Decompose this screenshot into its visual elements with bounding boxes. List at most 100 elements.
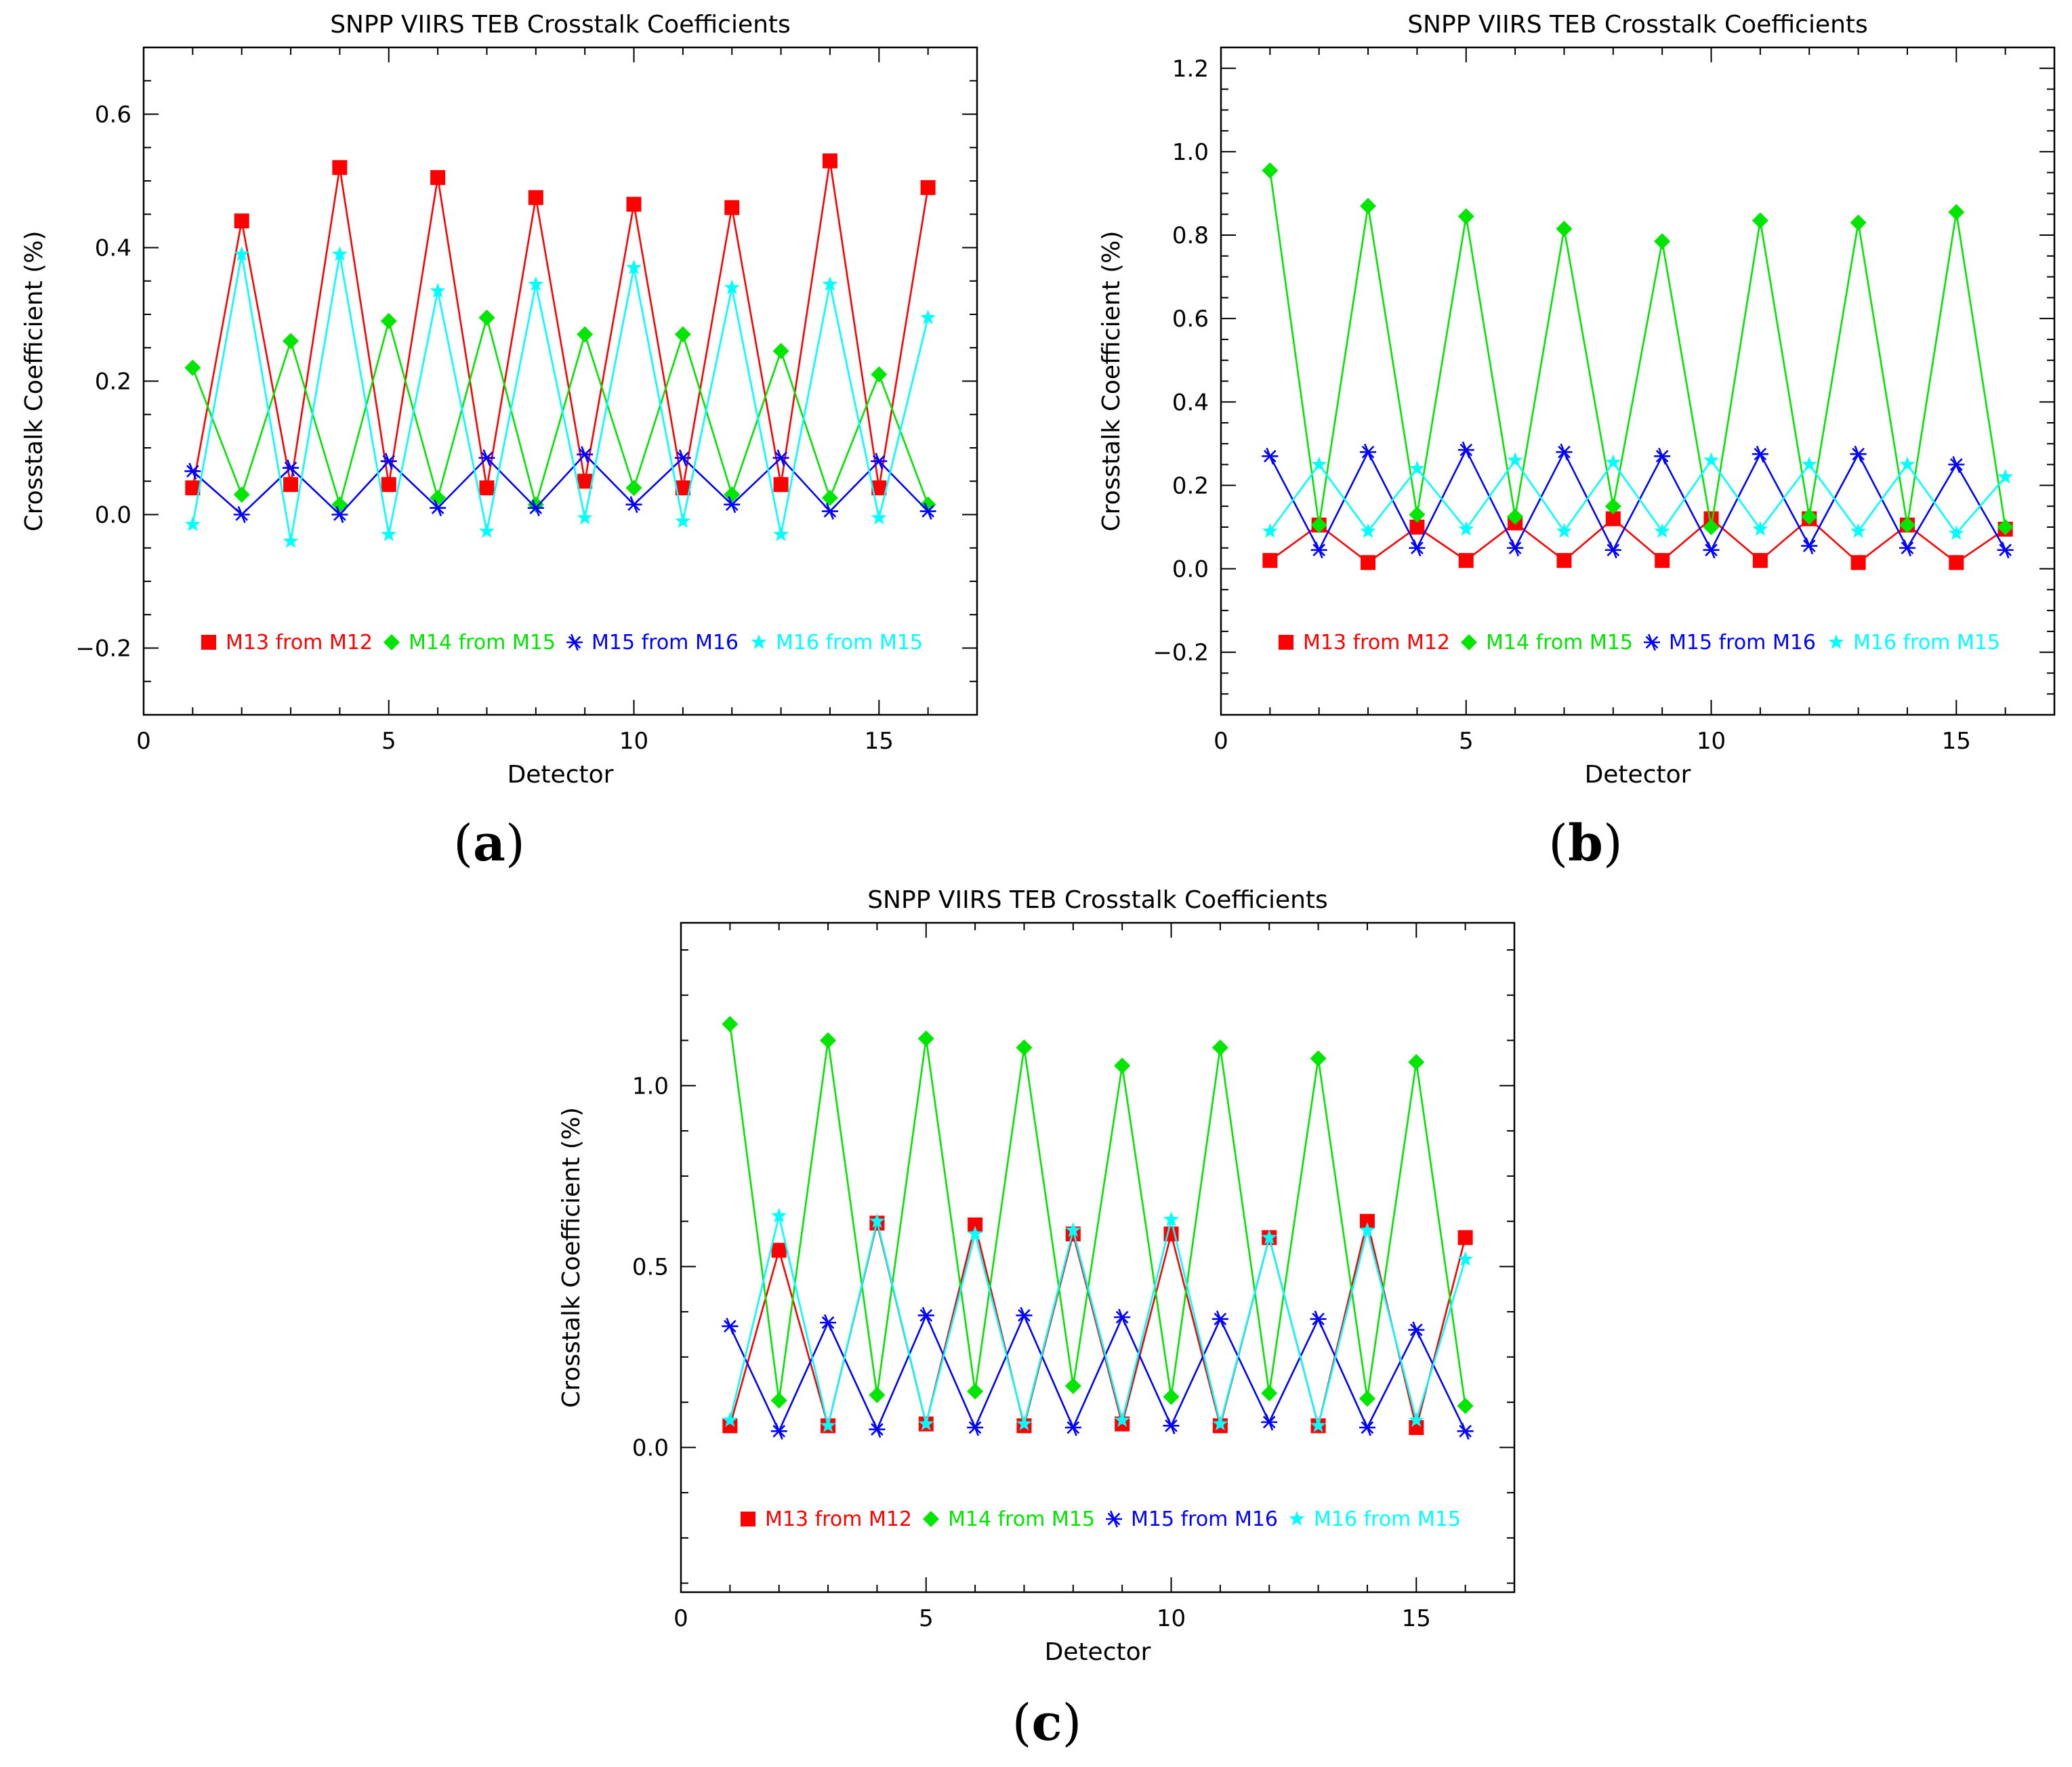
data-point bbox=[1262, 447, 1279, 465]
data-point bbox=[1948, 525, 1964, 540]
data-point bbox=[1065, 1222, 1081, 1237]
series-m16-from-m15 bbox=[1262, 452, 2014, 540]
x-tick-label: 0 bbox=[1214, 728, 1228, 755]
data-point bbox=[773, 477, 789, 493]
y-tick-label: 1.0 bbox=[1172, 139, 1209, 166]
legend-marker bbox=[923, 1511, 939, 1527]
data-point bbox=[871, 510, 887, 525]
data-point bbox=[1997, 518, 2014, 535]
series-line bbox=[192, 453, 929, 516]
data-point bbox=[184, 462, 201, 480]
legend-entry: M13 from M12 bbox=[1303, 631, 1450, 654]
y-tick-label: −0.2 bbox=[1153, 640, 1209, 667]
x-tick-label: 15 bbox=[1942, 728, 1971, 755]
legend-entry: M15 from M16 bbox=[1131, 1508, 1278, 1531]
data-point bbox=[1850, 445, 1867, 463]
data-point bbox=[1212, 1415, 1228, 1431]
data-point bbox=[1064, 1419, 1081, 1436]
legend-marker bbox=[1279, 635, 1293, 650]
data-point bbox=[1261, 1229, 1277, 1245]
data-point bbox=[1850, 523, 1866, 538]
data-point bbox=[184, 516, 201, 531]
y-tick-label: 0.0 bbox=[632, 1434, 669, 1461]
data-point bbox=[1507, 508, 1524, 525]
series-line bbox=[1269, 517, 2006, 564]
data-point bbox=[967, 1419, 984, 1436]
data-point bbox=[283, 459, 299, 477]
data-point bbox=[381, 477, 396, 493]
x-tick-label: 5 bbox=[1459, 728, 1474, 755]
data-point bbox=[1507, 452, 1523, 467]
data-point bbox=[1605, 454, 1621, 470]
data-point bbox=[1948, 456, 1965, 474]
data-point bbox=[1457, 1397, 1474, 1414]
series-line bbox=[729, 1313, 1466, 1434]
legend: M13 from M12 M14 from M15 M15 from M16 M16 … bbox=[1279, 631, 2000, 654]
data-point bbox=[1949, 555, 1964, 570]
y-tick-label: 1.0 bbox=[632, 1073, 669, 1100]
data-point bbox=[233, 506, 250, 523]
chart-panel-c: SNPP VIIRS TEB Crosstalk Coefficients 0 5 1… bbox=[558, 886, 1516, 1752]
data-point bbox=[722, 1412, 738, 1427]
data-point bbox=[1359, 1222, 1375, 1237]
data-point bbox=[1114, 1412, 1130, 1427]
y-tick-label: −0.2 bbox=[75, 636, 131, 663]
data-point bbox=[1556, 523, 1572, 538]
data-point bbox=[1360, 197, 1377, 214]
y-tick-label: 0.5 bbox=[632, 1253, 669, 1281]
y-tick-label: 0.8 bbox=[1172, 222, 1209, 249]
x-axis-label: Detector bbox=[1585, 761, 1691, 789]
data-point bbox=[1408, 1054, 1425, 1070]
data-point bbox=[919, 496, 936, 513]
data-point bbox=[1409, 506, 1426, 523]
data-point bbox=[1114, 1308, 1131, 1326]
data-point bbox=[380, 312, 397, 329]
series-m16-from-m15 bbox=[722, 1207, 1474, 1432]
data-point bbox=[625, 496, 642, 514]
legend-marker bbox=[1461, 634, 1477, 650]
data-point bbox=[1310, 541, 1327, 559]
data-point bbox=[820, 1417, 836, 1432]
data-point bbox=[479, 480, 495, 496]
chart-title: SNPP VIIRS TEB Crosstalk Coefficients bbox=[867, 886, 1328, 914]
data-point bbox=[871, 453, 888, 470]
data-point bbox=[577, 474, 593, 489]
data-point bbox=[527, 499, 544, 517]
x-tick-label: 10 bbox=[1697, 728, 1726, 755]
legend-marker bbox=[201, 635, 216, 650]
data-point bbox=[869, 1421, 886, 1438]
chart-panel-a: SNPP VIIRS TEB Crosstalk Coefficients 0 5 1… bbox=[20, 11, 978, 873]
data-point bbox=[1408, 1412, 1424, 1427]
y-tick-label: 0.2 bbox=[95, 369, 131, 396]
data-point bbox=[1408, 1321, 1425, 1339]
data-point bbox=[920, 180, 936, 195]
data-point bbox=[1458, 553, 1474, 568]
series-m15-from-m16 bbox=[184, 446, 936, 523]
legend: M13 from M12 M14 from M15 M15 from M16 M16 … bbox=[741, 1508, 1461, 1531]
data-point bbox=[917, 1306, 934, 1324]
x-tick-label: 15 bbox=[865, 728, 894, 755]
data-point bbox=[1655, 553, 1670, 568]
series-line bbox=[192, 254, 929, 542]
data-point bbox=[1752, 521, 1768, 536]
data-point bbox=[724, 486, 741, 503]
data-point bbox=[233, 486, 250, 503]
data-point bbox=[626, 196, 642, 212]
data-point bbox=[918, 1415, 934, 1431]
data-point bbox=[1114, 1057, 1131, 1074]
data-point bbox=[771, 1207, 787, 1223]
data-point bbox=[1507, 539, 1524, 557]
data-point bbox=[674, 326, 691, 343]
data-point bbox=[1997, 469, 2014, 484]
series-m14-from-m15 bbox=[184, 309, 936, 513]
data-point bbox=[1556, 553, 1572, 568]
data-point bbox=[1801, 537, 1818, 555]
data-point bbox=[1997, 541, 2014, 559]
data-point bbox=[332, 246, 348, 262]
data-point bbox=[1703, 511, 1719, 526]
data-point bbox=[1211, 1310, 1228, 1328]
data-point bbox=[1360, 443, 1377, 461]
data-point bbox=[1261, 1385, 1278, 1402]
data-point bbox=[1310, 1310, 1327, 1328]
